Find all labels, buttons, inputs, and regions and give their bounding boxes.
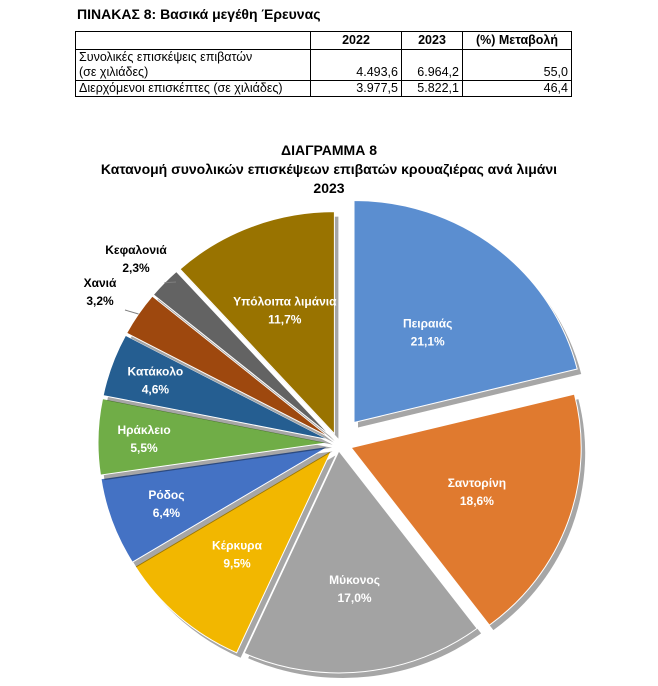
pie-slice-1-value-label: 18,6% [460,494,494,508]
pie-slice-6-label: Κατάκολο [128,365,184,379]
table-row: Συνολικές επισκέψεις επιβατών (σε χιλιάδ… [75,49,572,81]
pie-slice-7-label: Χανιά [84,276,117,290]
pie-slice-8-label: Κεφαλονιά [105,243,167,257]
pie-slice-0-value-label: 21,1% [411,335,445,349]
table-cell-2022: 3.977,5 [310,80,402,97]
pie-slice-2-label: Μύκονος [329,573,380,587]
pie-slice-7-leader-line [124,309,139,315]
table-cell-2022: 4.493,6 [310,49,402,81]
pie-slice-9 [179,211,335,435]
pie-slice-5-label: Ηράκλειο [117,423,170,437]
pie-slice-0 [353,200,578,424]
chart-title-line3: 2023 [313,180,345,196]
pie-slice-6 [102,334,329,441]
chart-title-line1: ΔΙΑΓΡΑΜΜΑ 8 [281,142,377,158]
pie-slice-5-value-label: 5,5% [130,441,158,455]
pie-slice-8-value-label: 2,3% [122,261,150,275]
pie-slice-1 [350,393,582,626]
pie-slice-1-label: Σαντορίνη [448,476,506,490]
pie-slice-6-value-label: 4,6% [142,383,170,397]
pie-slice-3-label: Κέρκυρα [212,539,263,553]
pie-slice-5 [97,398,329,476]
pie-slice-9-label: Υπόλοιπα λιμάνια [233,294,337,308]
pie-slice-8-leader-line [164,281,177,284]
pie-slice-3-value-label: 9,5% [223,557,251,571]
table-row-label-line2: (σε χιλιάδες) [79,65,149,79]
table-cell-change: 46,4 [462,80,572,97]
chart-title-line2: Κατανομή συνολικών επισκέψεων επιβατών κ… [100,161,558,177]
table-cell-2023: 6.964,2 [401,49,463,81]
pie-slice-4 [100,445,329,563]
table-cell-2023: 5.822,1 [401,80,463,97]
pie-slice-2 [243,450,478,674]
table-row-label: Διερχόμενοι επισκέπτες (σε χιλιάδες) [75,80,311,97]
stats-table: 2022 2023 (%) Μεταβολή Συνολικές επισκέψ… [75,31,572,97]
pie-slice-4-value-label: 6,4% [153,506,181,520]
table-title: ΠΙΝΑΚΑΣ 8: Βασικά μεγέθη Έρευνας [77,6,321,22]
table-row-label-line1: Διερχόμενοι επισκέπτες (σε χιλιάδες) [79,81,283,95]
pie-slice-0-label: Πειραιάς [403,317,452,331]
table-header-row: 2022 2023 (%) Μεταβολή [75,31,572,50]
pie-slice-9-value-label: 11,7% [268,312,302,326]
table-row-label: Συνολικές επισκέψεις επιβατών (σε χιλιάδ… [75,49,311,81]
pie-slice-7 [125,295,331,438]
table-row-label-line1: Συνολικές επισκέψεις επιβατών [79,50,253,64]
pie-slice-2-value-label: 17,0% [338,591,372,605]
pie-slice-3 [134,449,333,654]
table-row: Διερχόμενοι επισκέπτες (σε χιλιάδες) 3.9… [75,80,572,97]
pie-slice-4-label: Ρόδος [148,488,184,502]
pie-slice-7-value-label: 3,2% [86,294,114,308]
